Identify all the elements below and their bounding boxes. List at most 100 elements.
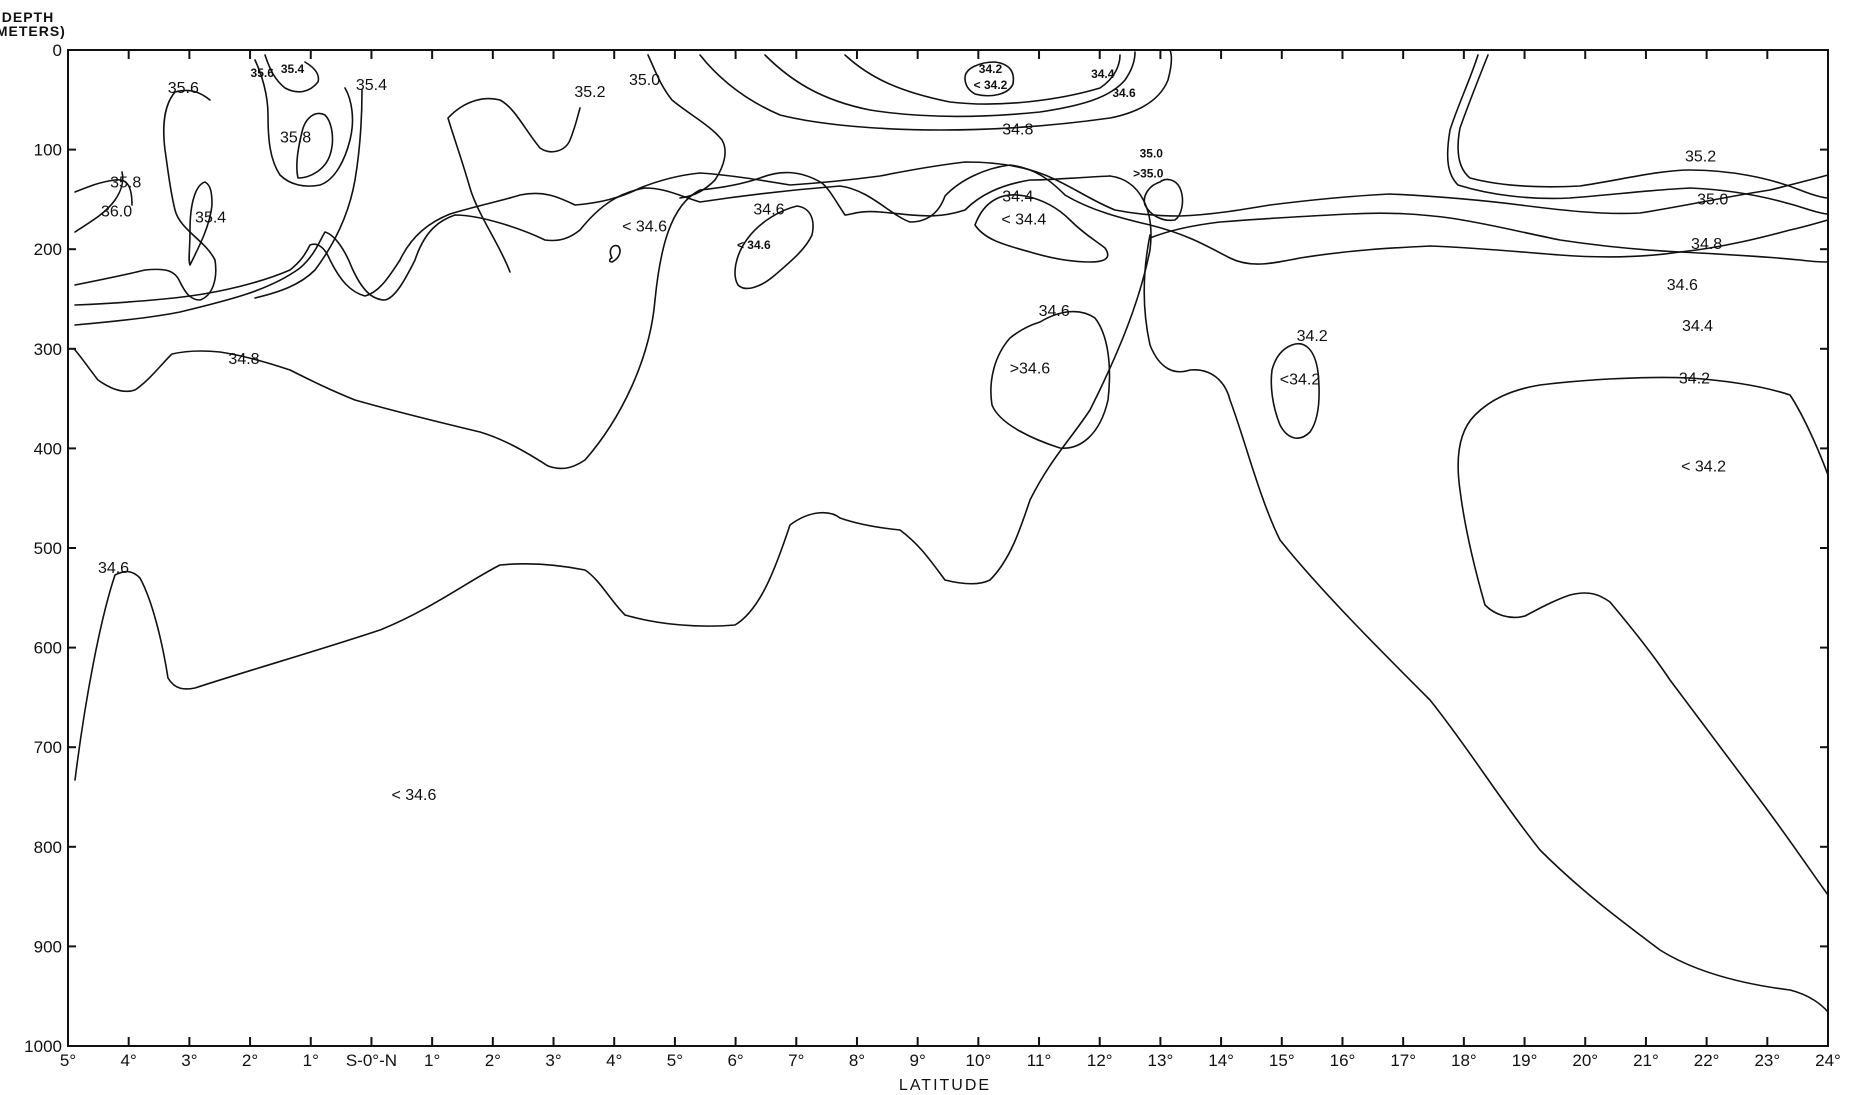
y-axis-title-line1: DEPTH <box>2 9 54 25</box>
contour-label: < 34.6 <box>622 218 667 235</box>
contour-36-0 <box>74 171 124 233</box>
contour-34-8 <box>74 164 1829 326</box>
contour-label: 35.4 <box>195 209 226 226</box>
contour-value-labels: 35.6 35.6 35.4 35.4 35.8 35.8 36.0 35.4 35.2 35.0… <box>98 62 1728 804</box>
y-tick-label: 1000 <box>24 1037 62 1056</box>
x-tick-label: 9° <box>910 1051 926 1070</box>
contour-35-4-right <box>254 89 363 299</box>
contour-label: < 34.6 <box>391 787 436 804</box>
contour-label: 34.8 <box>228 351 259 368</box>
y-tick-label: 500 <box>34 539 62 558</box>
x-tick-label: 18° <box>1451 1051 1477 1070</box>
x-tick-label: 11° <box>1027 1051 1051 1070</box>
contour-35-6 <box>74 89 217 301</box>
x-tick-label: 8° <box>849 1051 865 1070</box>
contour-label: 35.2 <box>1685 149 1716 166</box>
contour-label: 34.8 <box>1691 236 1722 253</box>
y-tick-label: 100 <box>34 141 62 160</box>
contour-label: < 34.6 <box>737 238 771 252</box>
contour-34-6-right-loop <box>990 310 1111 449</box>
contour-label: 34.6 <box>98 560 129 577</box>
contour-label: 34.2 <box>979 62 1003 76</box>
y-axis-title-line2: (METERS) <box>0 23 66 39</box>
contour-34-4 <box>1149 212 1829 263</box>
x-tick-label: 7° <box>788 1051 804 1070</box>
contour-label: 35.0 <box>1140 147 1164 161</box>
contour-label: 34.6 <box>1039 303 1070 320</box>
x-tick-label: 3° <box>545 1051 561 1070</box>
contour-34-2-right <box>1457 376 1829 896</box>
x-tick-label: 23° <box>1754 1051 1780 1070</box>
contour-label: 35.6 <box>168 80 199 97</box>
contour-label: 35.4 <box>356 77 387 94</box>
contour-label: 34.6 <box>1667 277 1698 294</box>
contour-label: >35.0 <box>1133 167 1164 181</box>
contour-label: 35.4 <box>281 62 305 76</box>
x-tick-label: 2° <box>485 1051 501 1070</box>
contour-35-2 <box>447 97 581 273</box>
contour-label: 35.0 <box>1697 191 1728 208</box>
contour-35-0-top <box>647 54 726 199</box>
x-tick-label: 10° <box>965 1051 991 1070</box>
x-tick-label: 17° <box>1390 1051 1416 1070</box>
x-tick-label: 14° <box>1208 1051 1234 1070</box>
contour-35-8-left <box>74 179 133 206</box>
contour-35-0-right <box>1446 54 1829 215</box>
contour-34-4-top-arc <box>844 54 1121 105</box>
x-tick-label: 20° <box>1572 1051 1598 1070</box>
contour-label: 34.4 <box>1091 67 1115 81</box>
contour-34-6-top-arc <box>764 51 1136 118</box>
contour-label: 35.8 <box>280 130 311 147</box>
y-tick-label: 400 <box>34 439 62 458</box>
x-tick-label: S-0°-N <box>346 1051 397 1070</box>
contour-label: 34.6 <box>753 201 784 218</box>
contour-34-6-upper <box>74 171 1111 470</box>
x-tick-label: 2° <box>242 1051 258 1070</box>
y-tick-label: 600 <box>34 639 62 658</box>
contour-label: 35.8 <box>110 174 141 191</box>
contour-label: < 34.2 <box>1681 458 1726 475</box>
y-tick-label: 700 <box>34 738 62 757</box>
x-tick-label: 21° <box>1633 1051 1659 1070</box>
x-tick-label: 12° <box>1087 1051 1113 1070</box>
contour-35-0 <box>74 161 1829 306</box>
x-tick-label: 24° <box>1815 1051 1841 1070</box>
y-tick-label: 800 <box>34 838 62 857</box>
x-tick-label: 1° <box>424 1051 440 1070</box>
x-tick-label: 22° <box>1694 1051 1720 1070</box>
contour-label: 34.2 <box>1297 328 1328 345</box>
contour-label: < 34.2 <box>974 78 1008 92</box>
x-tick-label: 19° <box>1512 1051 1538 1070</box>
contour-label: 34.4 <box>1002 188 1033 205</box>
x-tick-label: 4° <box>121 1051 137 1070</box>
contour-34-8-top-arc <box>699 49 1173 131</box>
contour-34-2-mid-loop <box>1270 343 1320 439</box>
x-tick-label: 5° <box>667 1051 683 1070</box>
y-tick-label: 0 <box>53 41 62 60</box>
isohaline-contours <box>74 49 1829 1013</box>
x-tick-label: 4° <box>606 1051 622 1070</box>
contour-label: 36.0 <box>101 203 132 220</box>
contour-label: 34.2 <box>1679 371 1710 388</box>
x-tick-label: 3° <box>181 1051 197 1070</box>
x-tick-label: 13° <box>1148 1051 1174 1070</box>
contour-label: 35.2 <box>574 84 605 101</box>
contour-35-0-right-loop <box>1143 178 1184 222</box>
y-tick-label: 300 <box>34 340 62 359</box>
contour-34-2-top-loop <box>964 61 1015 97</box>
x-tick-label: 15° <box>1269 1051 1295 1070</box>
contour-34-6-deep <box>74 175 1152 781</box>
x-tick-label: 16° <box>1330 1051 1356 1070</box>
y-tick-label: 200 <box>34 240 62 259</box>
x-tick-label: 1° <box>303 1051 319 1070</box>
contour-label: 34.4 <box>1682 318 1713 335</box>
contour-label: 35.0 <box>629 72 660 89</box>
y-tick-label: 900 <box>34 937 62 956</box>
contour-label: >34.6 <box>1010 361 1051 378</box>
contour-label: < 34.4 <box>1001 211 1046 228</box>
contour-label: 35.6 <box>251 66 275 80</box>
x-axis-ticks: 5° 4° 3° 2° 1° S-0°-N 1° 2° 3° 4° 5° 6° 7° 8° 9° 10° 11°… <box>60 50 1841 1070</box>
contour-label: 34.6 <box>1112 86 1136 100</box>
